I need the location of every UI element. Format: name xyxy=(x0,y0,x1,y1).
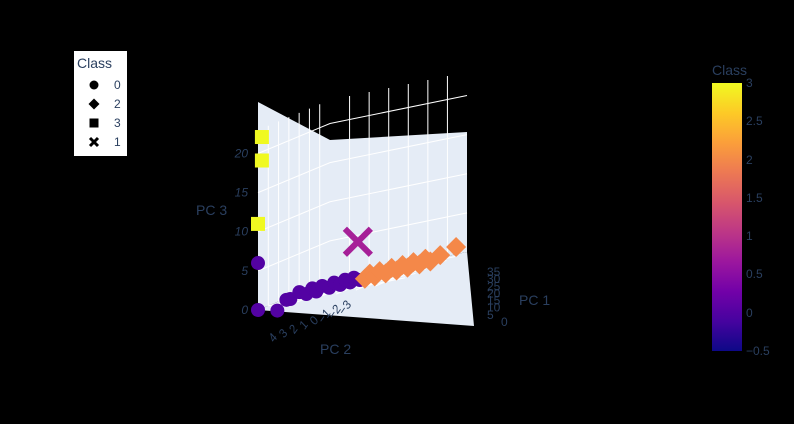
pc1-axis-title: PC 1 xyxy=(519,292,551,308)
legend-item-2[interactable]: 2 xyxy=(74,95,127,114)
point-class-1[interactable] xyxy=(342,226,373,257)
grid-line-z xyxy=(257,134,468,194)
point-class-0[interactable] xyxy=(270,303,285,318)
x-tick-label: 35 xyxy=(487,265,501,279)
pc2-axis-title: PC 2 xyxy=(320,341,352,357)
point-class-3[interactable] xyxy=(251,216,265,231)
point-class-3[interactable] xyxy=(254,130,269,145)
x-tick-label: 0 xyxy=(501,315,508,329)
pc3-axis-title: PC 3 xyxy=(196,202,228,218)
colorbar-tick-label: −0.5 xyxy=(746,344,770,358)
y-tick-label: −1 xyxy=(314,307,333,326)
x-tick-label: 25 xyxy=(487,279,501,293)
x-tick-label: 20 xyxy=(487,286,501,300)
legend: Class 0 2 3 1 xyxy=(74,51,127,156)
legend-title: Class xyxy=(77,55,113,71)
x-tick-label: 15 xyxy=(487,294,501,308)
colorbar-tick-label: 0.5 xyxy=(746,267,763,282)
colorbar-tick-label: 1.5 xyxy=(746,190,763,205)
grid-line-z xyxy=(257,212,468,272)
z-tick-label: 20 xyxy=(234,146,249,160)
x-icon xyxy=(88,136,100,148)
back-wall xyxy=(330,132,467,280)
x-tick-label: 10 xyxy=(487,301,501,315)
grid-line-z xyxy=(257,94,468,154)
legend-label: 3 xyxy=(114,116,121,130)
point-class-2[interactable] xyxy=(446,237,467,258)
left-wall xyxy=(258,102,330,310)
diamond-icon xyxy=(88,98,100,110)
z-tick-label: 0 xyxy=(241,303,248,317)
point-class-2[interactable] xyxy=(430,245,451,266)
square-icon xyxy=(89,118,99,128)
point-class-0[interactable] xyxy=(251,256,265,271)
colorbar-title: Class xyxy=(712,62,748,78)
z-tick-label: 10 xyxy=(235,225,249,239)
colorbar-tick-label: 2.5 xyxy=(746,114,763,129)
legend-item-1[interactable]: 1 xyxy=(74,133,127,152)
z-tick-label: 5 xyxy=(241,264,248,278)
colorbar-tick-label: 2 xyxy=(746,152,753,167)
circle-icon xyxy=(89,80,99,90)
point-class-0[interactable] xyxy=(251,303,265,317)
x-tick-label: 5 xyxy=(487,308,494,322)
legend-item-3[interactable]: 3 xyxy=(74,114,127,133)
z-tick-label: 15 xyxy=(235,186,249,200)
colorbar xyxy=(712,83,742,351)
x-tick-label: 30 xyxy=(487,272,501,286)
legend-label: 1 xyxy=(114,135,121,149)
legend-item-0[interactable]: 0 xyxy=(74,76,127,95)
point-class-3[interactable] xyxy=(254,153,269,168)
legend-label: 2 xyxy=(114,97,121,111)
legend-label: 0 xyxy=(114,78,121,92)
colorbar-tick-label: 3 xyxy=(746,76,753,90)
colorbar-tick-label: 0 xyxy=(746,305,753,320)
colorbar-tick-label: 1 xyxy=(746,229,753,244)
data-marks xyxy=(251,130,467,318)
grid-line-z xyxy=(257,173,468,233)
